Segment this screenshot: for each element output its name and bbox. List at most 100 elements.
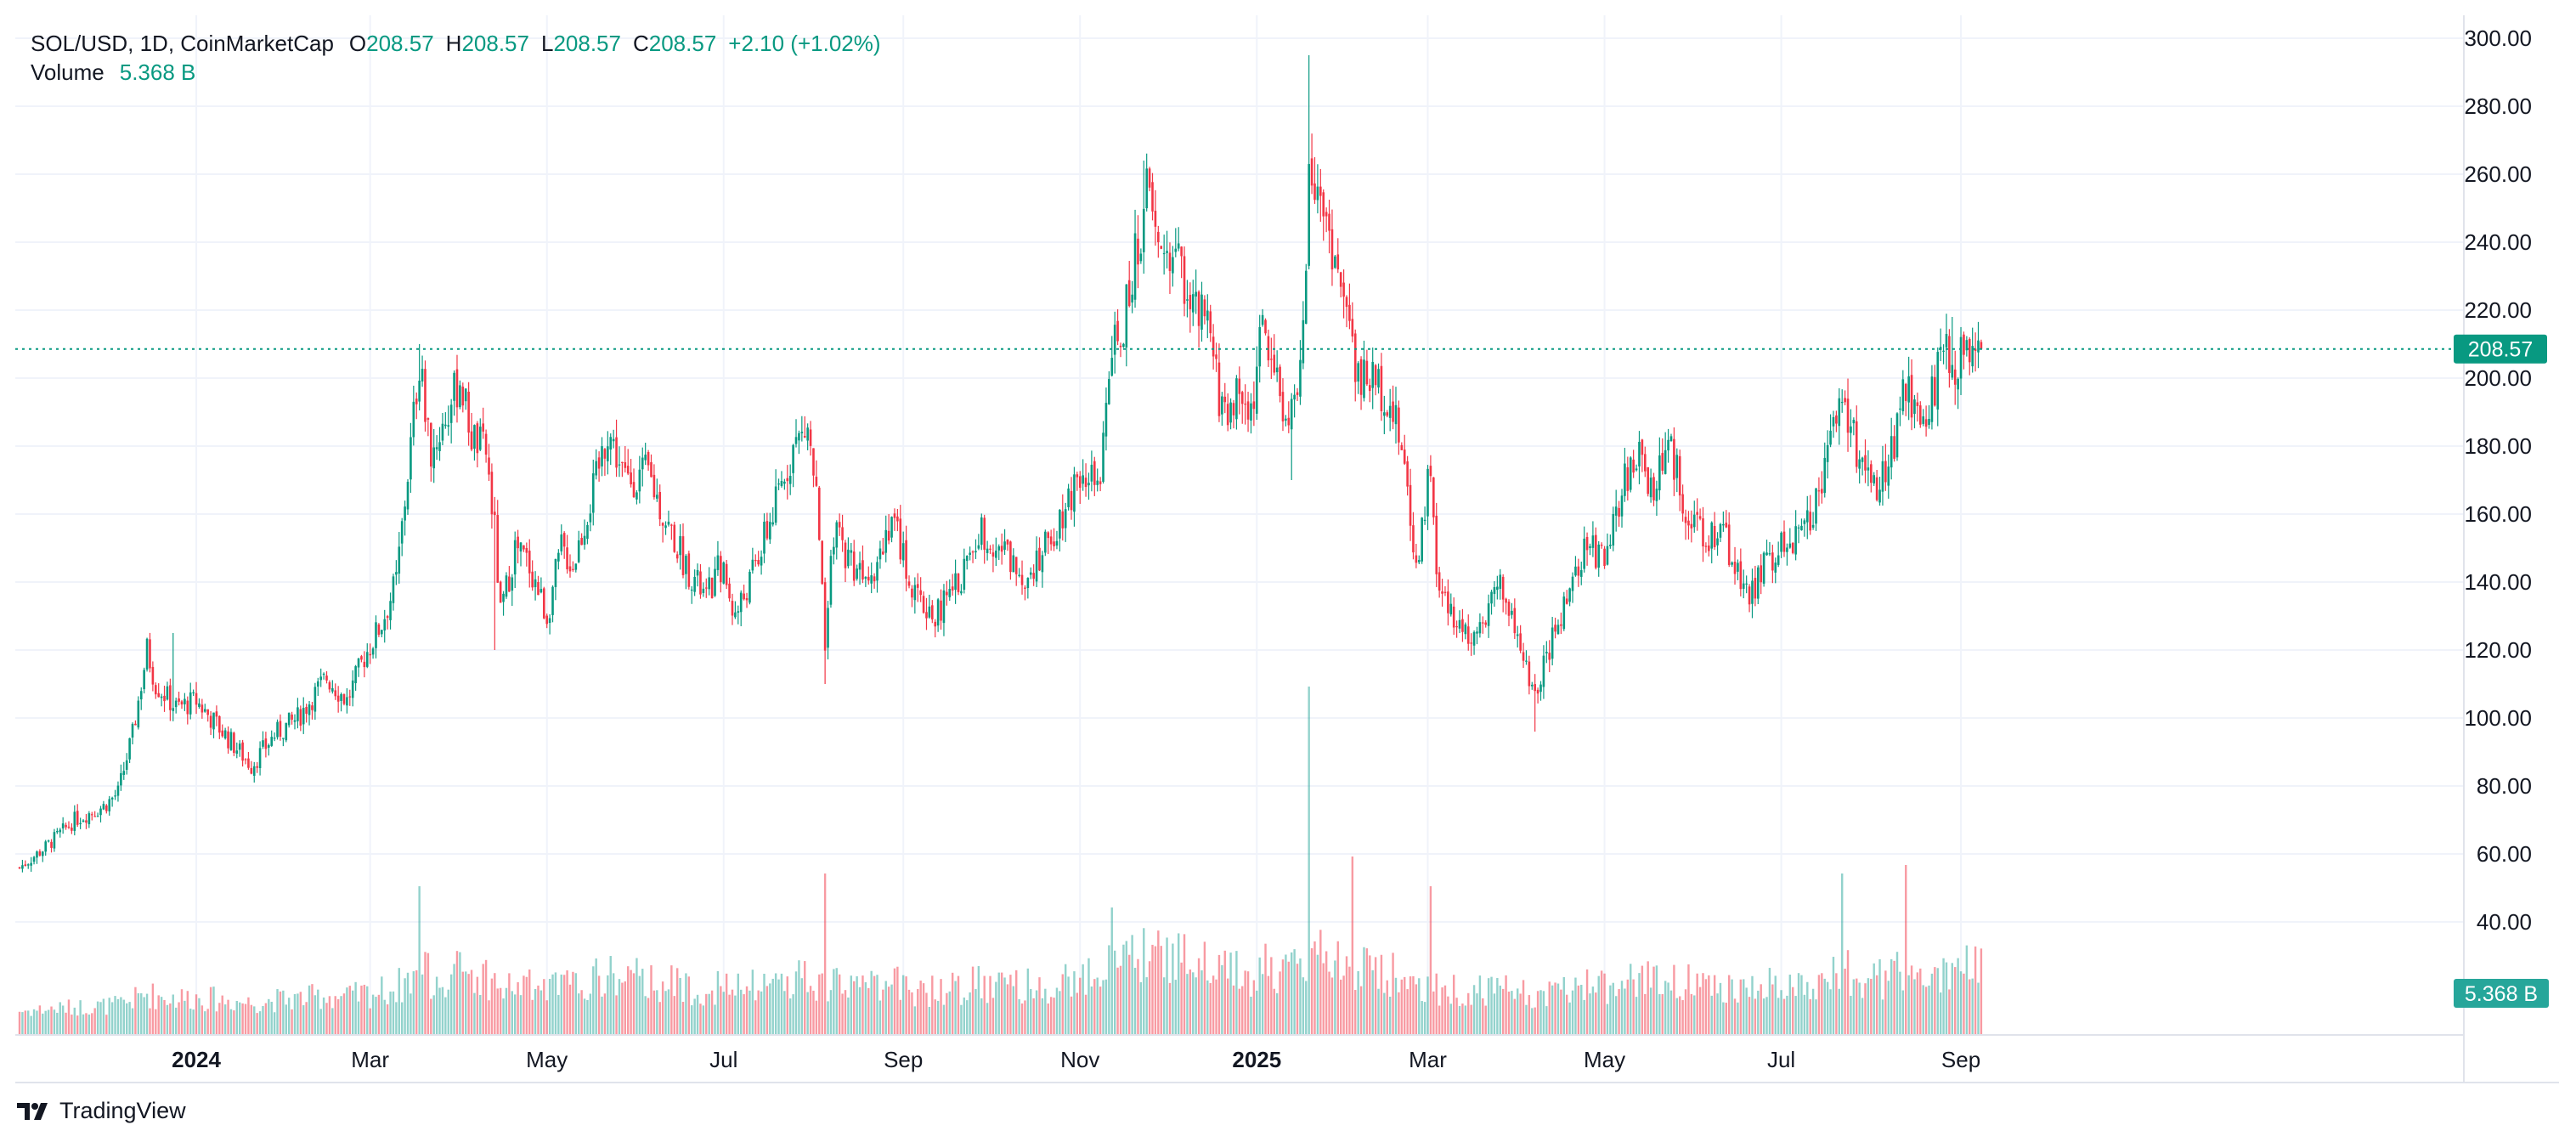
volume-bar	[1809, 998, 1811, 1035]
volume-bar	[1441, 987, 1443, 1035]
volume-bar	[1087, 958, 1090, 1035]
volume-bar	[1649, 987, 1652, 1035]
candle-body	[942, 590, 946, 624]
candle-body	[1186, 299, 1189, 301]
volume-bar	[1696, 973, 1698, 1035]
candle-body	[710, 577, 714, 599]
volume-bar	[488, 1000, 490, 1035]
candle-body	[1748, 586, 1751, 605]
volume-bar	[1438, 1005, 1441, 1035]
candle-body	[348, 696, 352, 698]
volume-bar	[1969, 979, 1971, 1035]
candle-body	[1821, 489, 1823, 494]
volume-bar	[444, 997, 447, 1035]
volume-bar	[1145, 977, 1148, 1035]
candle-body	[438, 442, 441, 451]
tradingview-branding[interactable]: TradingView	[17, 1098, 186, 1124]
candle-body	[26, 864, 30, 866]
volume-bar	[743, 994, 745, 1035]
volume-bar	[1151, 944, 1154, 1035]
volume-bar	[1084, 994, 1087, 1035]
x-tick-label: May	[526, 1047, 568, 1072]
volume-bar	[1554, 982, 1556, 1035]
candle-body	[1328, 213, 1330, 231]
volume-bar	[82, 1014, 85, 1035]
x-tick-label: Mar	[351, 1047, 389, 1072]
candle-body	[1708, 546, 1710, 551]
volume-bar	[878, 1000, 882, 1035]
candle-body	[1078, 476, 1082, 489]
volume-bar	[319, 1009, 322, 1035]
volume-bar	[1681, 1000, 1684, 1035]
candle-body	[505, 575, 508, 597]
volume-bar	[545, 1000, 548, 1035]
volume-bar	[607, 975, 609, 1035]
candle-body	[1415, 555, 1418, 563]
volume-bar	[1386, 980, 1388, 1035]
candle-body	[1910, 375, 1913, 418]
volume-bar	[131, 1008, 134, 1035]
candle-body	[410, 437, 412, 480]
candle-body	[905, 540, 907, 579]
volume-bar	[1974, 946, 1977, 1035]
volume-bar	[928, 1006, 931, 1035]
candle-body	[198, 703, 201, 707]
volume-bar	[172, 994, 174, 1035]
volume-bar	[47, 1009, 50, 1035]
candle-body	[969, 552, 971, 556]
volume-bar	[525, 976, 528, 1035]
candle-body	[1794, 526, 1797, 555]
candle-body	[597, 457, 601, 469]
candle-body	[252, 766, 256, 776]
candle-body	[1687, 520, 1690, 526]
candle-body	[1308, 164, 1310, 266]
volume-bar	[1279, 971, 1281, 1035]
candle-body	[1528, 661, 1531, 687]
candle-body	[574, 563, 578, 570]
candle-body	[1322, 192, 1325, 217]
candle-body	[760, 557, 763, 566]
volume-bar	[1217, 954, 1221, 1035]
candle-body	[1771, 552, 1774, 571]
candle-body	[1406, 461, 1409, 487]
volume-bar	[1443, 985, 1447, 1035]
candle-body	[1160, 246, 1163, 249]
volume-bar	[652, 990, 656, 1035]
candle-body	[1855, 421, 1858, 467]
candle-body	[641, 457, 644, 470]
volume-bar	[899, 999, 901, 1035]
volume-bar	[348, 986, 351, 1035]
candle-body	[907, 581, 911, 586]
volume-bar	[1154, 946, 1157, 1035]
candle-body	[163, 695, 166, 702]
candle-body	[1380, 365, 1383, 411]
symbol-label[interactable]: SOL/USD, 1D, CoinMarketCap	[31, 31, 334, 56]
candle-body	[1745, 583, 1748, 585]
candle-body	[1612, 513, 1615, 546]
candle-body	[1786, 547, 1788, 552]
candle-body	[1963, 334, 1965, 355]
volume-bar	[595, 958, 597, 1035]
candle-body	[1519, 633, 1522, 651]
candle-body	[899, 518, 902, 560]
volume-bar	[794, 971, 798, 1035]
volume-bar	[574, 973, 578, 1035]
candle-body	[1904, 383, 1907, 401]
candle-body	[1053, 541, 1055, 546]
candle-body	[867, 576, 870, 581]
candle-body	[90, 814, 93, 816]
volume-bar	[670, 965, 673, 1035]
volume-bar	[404, 978, 406, 1035]
volume-bar	[238, 1002, 241, 1035]
volume-bar	[1110, 907, 1113, 1035]
candle-body	[1000, 546, 1003, 552]
volume-bar	[340, 996, 342, 1035]
volume-bar	[1192, 972, 1195, 1035]
volume-bar	[1780, 990, 1782, 1035]
candle-body	[1577, 566, 1580, 576]
candle-body	[1673, 438, 1675, 480]
volume-bar	[453, 964, 455, 1035]
candle-body	[1423, 519, 1426, 522]
candle-body	[1281, 392, 1285, 421]
